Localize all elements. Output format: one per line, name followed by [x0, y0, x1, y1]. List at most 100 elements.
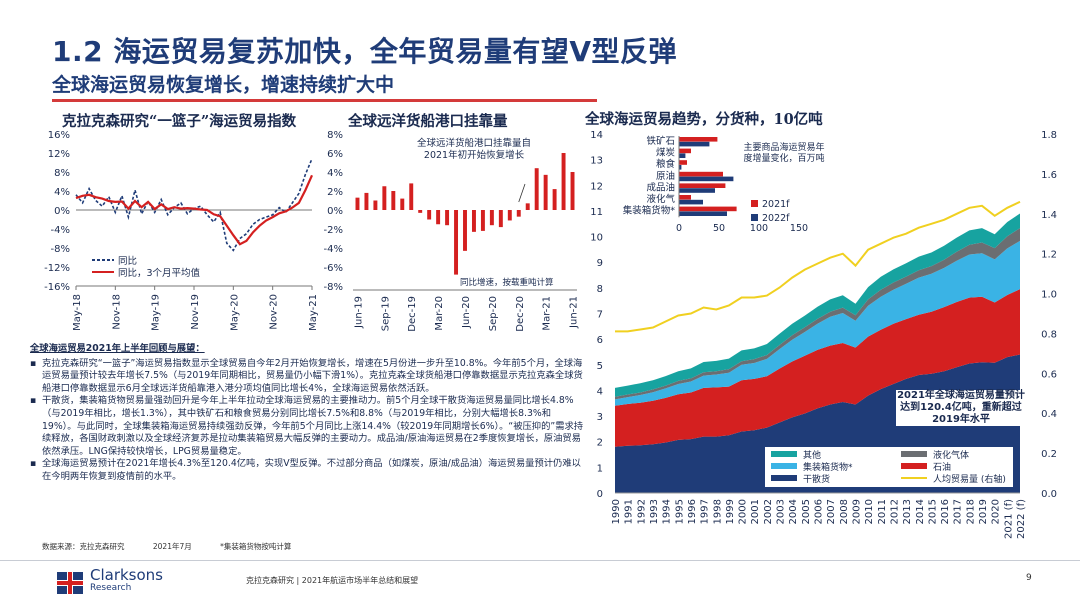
y-tick-label: 6% [327, 149, 343, 160]
x-tick-label: 1991 [624, 499, 635, 524]
bar [364, 192, 369, 210]
inset-legend-swatch [751, 214, 758, 221]
bar [409, 183, 414, 210]
bar [355, 197, 360, 210]
source-note: *集装箱货物按吨计算 [220, 542, 292, 551]
port-calls-annotation: 全球远洋货船港口挂靠量自2021年初开始恢复增长 [416, 138, 531, 161]
inset-x-tick: 50 [713, 223, 725, 234]
chart-title-trade: 全球海运贸易趋势，分货种，10亿吨 [585, 111, 823, 128]
index-line-chart: 16% 12% 8% 4% 0% -4% -8% -12% -16%May-18 Nov-18 Ma… [44, 130, 319, 331]
source-label: 数据来源：克拉克森研究 [42, 542, 125, 551]
page-title: 1.2 海运贸易复苏加快，全年贸易量有望V型反弹 [52, 35, 678, 68]
bar [507, 210, 512, 221]
bar [543, 174, 548, 210]
x-tick-label: 2009 [851, 499, 862, 524]
y-tick-label: 0% [327, 206, 343, 217]
x-tick-label: 2001 [750, 499, 761, 524]
area-series [615, 213, 1020, 397]
x-tick-label: 2007 [826, 499, 837, 524]
x-tick-label: 1997 [700, 499, 711, 524]
chart-title-index: 克拉克森研究“一篮子”海运贸易指数 [62, 113, 297, 130]
x-tick-label: 2005 [801, 499, 812, 524]
notes-bullet: 全球海运贸易预计在2021年增长4.3%至120.4亿吨，实现V型反弹。不过部分… [30, 458, 585, 483]
y-right-tick-label: 1.2 [1041, 250, 1057, 261]
y-left-tick-label: 9 [597, 258, 603, 269]
bar [400, 198, 405, 210]
bar [418, 210, 423, 213]
inset-bar [679, 137, 718, 142]
logo-name: Clarksons [90, 566, 164, 584]
x-tick-label: 1999 [725, 499, 736, 524]
inset-category-label: 煤炭 [656, 147, 676, 159]
x-tick-label: 2004 [788, 499, 799, 524]
per-capita-line [615, 200, 1021, 333]
x-tick-label: Nov-20 [269, 294, 280, 330]
footer-divider [0, 560, 1080, 561]
inset-category-label: 集装箱货物* [623, 205, 676, 217]
legend-swatch [771, 463, 797, 469]
legend-swatch [901, 451, 927, 457]
y-tick-label: 8% [327, 130, 343, 141]
y-tick-label: 12% [48, 149, 70, 160]
y-right-tick-label: 0.2 [1041, 449, 1057, 460]
inset-legend-label: 2022f [762, 213, 790, 224]
x-tick-label: Sep-19 [380, 296, 391, 331]
x-tick-label: Dec-20 [515, 296, 526, 332]
y-right-tick-label: 0.8 [1041, 329, 1057, 340]
page-number: 9 [1026, 573, 1032, 583]
y-tick-label: -4% [51, 225, 70, 236]
y-tick-label: 8% [54, 168, 70, 179]
inset-x-tick: 100 [750, 223, 768, 234]
y-left-tick-label: 12 [590, 181, 603, 192]
bar [516, 210, 521, 217]
y-left-tick-label: 7 [597, 310, 603, 321]
x-tick-label: 2014 [915, 499, 926, 524]
inset-bar [679, 206, 737, 212]
y-tick-label: -4% [324, 244, 343, 255]
bar [454, 210, 459, 275]
inset-x-tick: 150 [790, 223, 808, 234]
inset-category-label: 液化气 [646, 193, 675, 205]
bar [489, 210, 494, 226]
y-left-tick-label: 5 [597, 361, 603, 372]
bar [552, 189, 557, 210]
legend-box [765, 447, 1013, 487]
y-left-tick-label: 11 [590, 207, 603, 218]
inset-bar [679, 183, 726, 188]
clarksons-logo [57, 572, 83, 594]
review-notes: 全球海运贸易2021年上半年回顾与展望： 克拉克森研究“一篮子”海运贸易指数显示… [30, 343, 585, 484]
source-date: 2021年7月 [152, 542, 192, 551]
x-tick-label: 2006 [814, 499, 825, 524]
y-right-tick-label: 1.6 [1041, 170, 1057, 181]
trade-area-chart: 012345678910111213140.00.20.40.60.81.01.… [590, 128, 1057, 539]
inset-legend-label: 2021f [762, 199, 790, 210]
inset-category-label: 铁矿石 [646, 135, 675, 147]
y-right-tick-label: 0.4 [1041, 409, 1057, 420]
x-tick-label: 1990 [611, 499, 622, 524]
x-tick-label: 2022 (f) [1016, 499, 1027, 539]
inset-category-label: 粮食 [656, 158, 676, 170]
x-tick-label: 2019 [978, 499, 989, 524]
y-left-tick-label: 0 [597, 489, 603, 500]
x-tick-label: Jun-21 [569, 296, 580, 329]
y-left-tick-label: 3 [597, 412, 603, 423]
inset-bar [679, 188, 715, 193]
series-line [75, 174, 314, 246]
legend-label: 同比，3个月平均值 [118, 267, 201, 279]
y-left-tick-label: 10 [590, 233, 603, 244]
bar [436, 210, 441, 225]
x-tick-label: May-21 [308, 294, 319, 331]
inset-bar [679, 153, 686, 158]
x-tick-label: May-20 [229, 294, 240, 331]
legend-label: 人均贸易量 (右轴) [933, 473, 1006, 485]
x-tick-label: 1996 [687, 499, 698, 524]
inset-bar [679, 165, 682, 170]
x-tick-label: 1992 [636, 499, 647, 524]
x-tick-label: 2003 [776, 499, 787, 524]
legend-swatch [771, 451, 797, 457]
legend-swatch [901, 463, 927, 469]
area-series [615, 240, 1020, 406]
y-left-tick-label: 1 [597, 463, 603, 474]
y-tick-label: 0% [54, 206, 70, 217]
inset-bar [679, 160, 687, 165]
